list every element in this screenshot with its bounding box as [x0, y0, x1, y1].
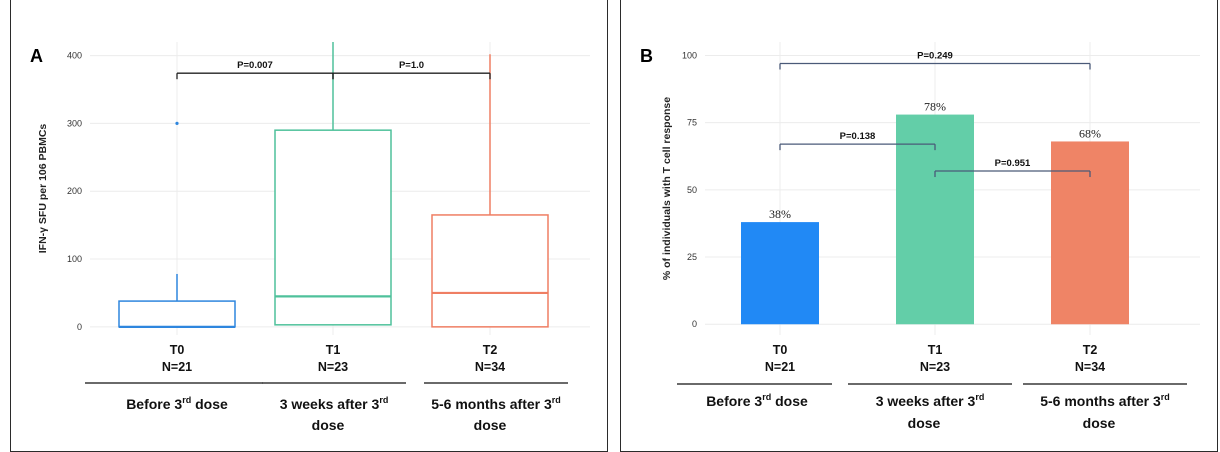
box-t2	[431, 214, 549, 328]
x-category-n: N=34	[475, 360, 505, 374]
panel-a: 0 100 200 300 400 IFN-γ SFU per 106 PBMCs A P=0…	[30, 42, 590, 433]
y-tick-label: 0	[692, 319, 697, 329]
group-label: 3 weeks after 3rd	[280, 395, 389, 412]
x-category-code: T1	[326, 343, 341, 357]
y-tick-label: 200	[67, 186, 82, 196]
x-category-n: N=34	[1075, 360, 1105, 374]
x-category-code: T0	[773, 343, 788, 357]
y-tick-label: 50	[687, 185, 697, 195]
group-label-line2: dose	[908, 415, 941, 431]
x-category-code: T2	[1083, 343, 1098, 357]
y-tick-label: 25	[687, 252, 697, 262]
outlier-point	[175, 121, 179, 125]
y-tick-label: 0	[77, 322, 82, 332]
group-label-line2: dose	[1083, 415, 1116, 431]
bar-t2	[1051, 141, 1129, 325]
bar-t0	[741, 222, 819, 325]
group-label: Before 3rd dose	[706, 392, 808, 409]
x-category-code: T0	[170, 343, 185, 357]
group-label: Before 3rd dose	[126, 395, 228, 412]
p-value-label: P=1.0	[399, 60, 424, 71]
group-label: 3 weeks after 3rd	[876, 392, 985, 409]
panel-letter-a: A	[30, 46, 43, 66]
p-value-label: P=0.138	[840, 131, 876, 142]
panel-b: 0 25 50 75 100 % of individuals with T cell r…	[640, 42, 1200, 431]
box-t0	[118, 300, 236, 328]
y-tick-label: 300	[67, 118, 82, 128]
y-axis-label: % of individuals with T cell response	[661, 97, 673, 280]
y-tick-label: 400	[67, 51, 82, 61]
panel-letter-b: B	[640, 46, 653, 66]
group-label-line2: dose	[474, 417, 507, 433]
y-tick-label: 75	[687, 118, 697, 128]
bar-value-label: 68%	[1079, 126, 1101, 140]
y-axis-label: IFN-γ SFU per 106 PBMCs	[37, 124, 49, 254]
x-category-n: N=21	[162, 360, 192, 374]
bar-value-label: 78%	[924, 100, 946, 114]
y-tick-label: 100	[682, 50, 697, 60]
p-value-label: P=0.951	[995, 158, 1031, 169]
bar-value-label: 38%	[769, 207, 791, 221]
group-label-line2: dose	[312, 417, 345, 433]
group-label: 5-6 months after 3rd	[1040, 392, 1170, 409]
p-value-label: P=0.249	[917, 51, 953, 62]
p-value-label: P=0.007	[237, 60, 273, 71]
group-label: 5-6 months after 3rd	[431, 395, 561, 412]
x-category-n: N=21	[765, 360, 795, 374]
y-tick-label: 100	[67, 254, 82, 264]
x-category-n: N=23	[920, 360, 950, 374]
box-t1	[274, 129, 392, 326]
x-category-n: N=23	[318, 360, 348, 374]
x-category-code: T1	[928, 343, 943, 357]
x-category-code: T2	[483, 343, 498, 357]
